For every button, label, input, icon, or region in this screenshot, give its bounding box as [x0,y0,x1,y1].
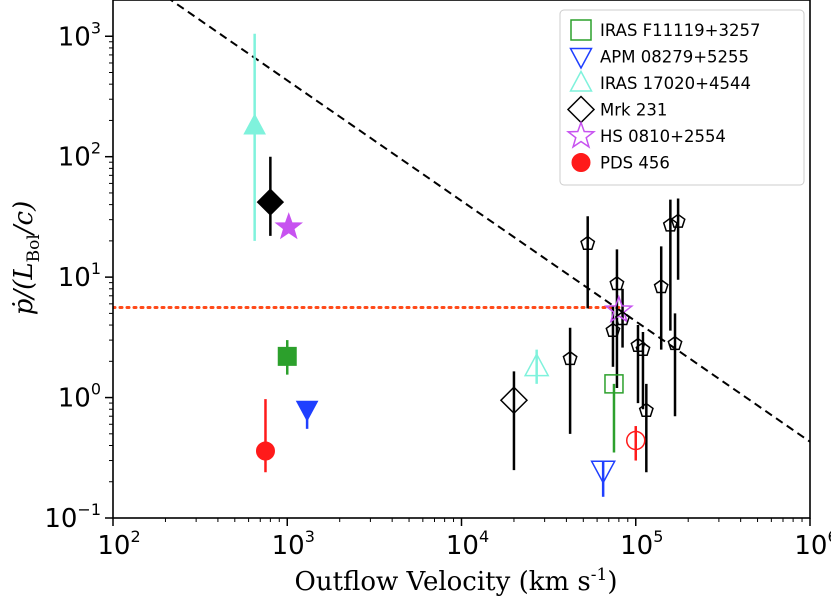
x-axis-label: Outflow Velocity (km s-1) [295,565,618,597]
y-tick-label: 100 [58,380,101,414]
data-point [604,374,624,394]
legend-marker [566,120,596,149]
data-point [670,213,686,228]
data-point [255,441,275,461]
legend-label: HS 0810+2554 [600,127,726,146]
data-point [243,113,266,135]
x-tick-label: 103 [272,527,315,561]
data-point [626,430,646,451]
legend-label: APM 08279+5255 [600,48,749,67]
data-point [295,400,319,422]
y-tick-label: 10−1 [44,500,101,534]
data-point [609,275,625,291]
data-point [635,341,651,357]
y-tick-label: 101 [58,259,101,293]
x-tick-label: 104 [446,527,489,561]
data-point [256,188,285,216]
legend-marker [570,19,592,41]
data-point [638,402,654,417]
data-point [653,278,669,294]
data-point [667,335,683,351]
legend-marker [569,69,593,92]
data-point [590,460,616,485]
data-point [274,212,304,240]
data-point [580,235,596,250]
y-tick-label: 102 [58,139,101,173]
legend-label: Mrk 231 [600,101,667,120]
legend-label: PDS 456 [600,154,670,173]
x-tick-label: 105 [620,527,663,561]
data-point [615,310,631,326]
legend-label: IRAS 17020+4544 [600,74,751,93]
x-tick-label: 106 [794,527,831,561]
data-point [662,217,678,232]
data-point [499,386,529,415]
data-point [562,350,578,366]
legend-marker [571,153,591,172]
data-point [605,322,621,337]
legend: IRAS F11119+3257 APM 08279+5255 IRAS 17020… [559,9,805,186]
x-tick-label: 102 [97,527,140,561]
legend-frame [559,9,805,186]
y-axis-label: ṗ/(LBol/c) [9,201,44,315]
y-tick-label: 103 [58,18,101,52]
dashed-diagonal-line [169,0,810,443]
legend-marker [569,47,593,70]
legend-label: IRAS F11119+3257 [600,21,760,40]
data-point [603,294,634,324]
data-point [277,346,297,366]
data-point [523,352,550,377]
